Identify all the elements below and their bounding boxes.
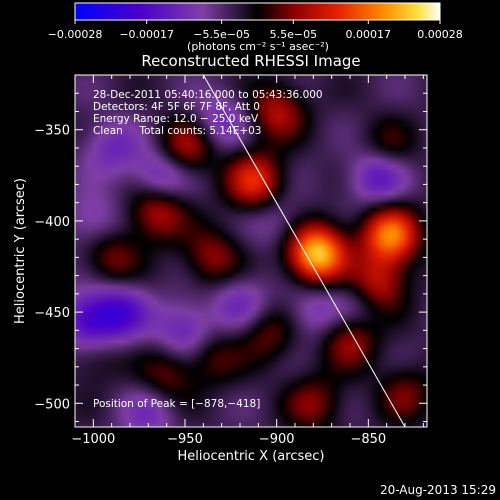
info-line-4: Clean Total counts: 5.14E+03 xyxy=(93,125,262,137)
y-axis-ticks: −350 −400 −450 −500 xyxy=(34,74,427,423)
x-tick-label: −950 xyxy=(167,432,203,447)
x-axis-ticks: −1000 −950 −900 −850 xyxy=(71,75,424,447)
heatmap-image xyxy=(75,75,427,427)
colorbar-tick-labels: −0.00028 −0.00017 −5.5e−05 5.5e−05 0.00017 0.… xyxy=(48,28,463,41)
colorbar-ticks xyxy=(74,20,441,24)
y-tick-label: −350 xyxy=(34,124,70,139)
footer-date: 20-Aug-2013 15:29 xyxy=(380,483,496,497)
colorbar-tick-label: 5.5e−05 xyxy=(270,28,317,41)
y-tick-label: −450 xyxy=(34,306,70,321)
info-line-1: 28-Dec-2011 05:40:16.000 to 05:43:36.000 xyxy=(93,89,323,101)
plot-frame xyxy=(74,74,428,428)
colorbar-tick-label: −0.00017 xyxy=(119,28,174,41)
colorbar xyxy=(74,2,441,21)
y-tick-label: −400 xyxy=(34,215,70,230)
colorbar-tick-label: −0.00028 xyxy=(48,28,103,41)
x-tick-label: −1000 xyxy=(71,432,115,447)
limb-line xyxy=(202,75,406,427)
y-axis-label: Heliocentric Y (arcsec) xyxy=(13,178,28,324)
info-block: 28-Dec-2011 05:40:16.000 to 05:43:36.000… xyxy=(93,89,323,137)
info-line-2: Detectors: 4F 5F 6F 7F 8F, Att 0 xyxy=(93,101,260,113)
x-tick-label: −850 xyxy=(350,432,386,447)
colorbar-tick-label: 0.00017 xyxy=(346,28,392,41)
chart-title: Reconstructed RHESSI Image xyxy=(141,52,360,70)
colorbar-tick-label: 0.00028 xyxy=(417,28,463,41)
x-tick-label: −900 xyxy=(259,432,295,447)
peak-position-label: Position of Peak = [−878,−418] xyxy=(93,398,260,410)
info-line-3: Energy Range: 12.0 − 25.0 keV xyxy=(93,113,259,125)
colorbar-tick-label: −5.5e−05 xyxy=(193,28,250,41)
y-tick-label: −500 xyxy=(34,397,70,412)
colorbar-units: (photons cm⁻² s⁻¹ asec⁻²) xyxy=(187,40,329,53)
x-axis-label: Heliocentric X (arcsec) xyxy=(178,449,325,464)
